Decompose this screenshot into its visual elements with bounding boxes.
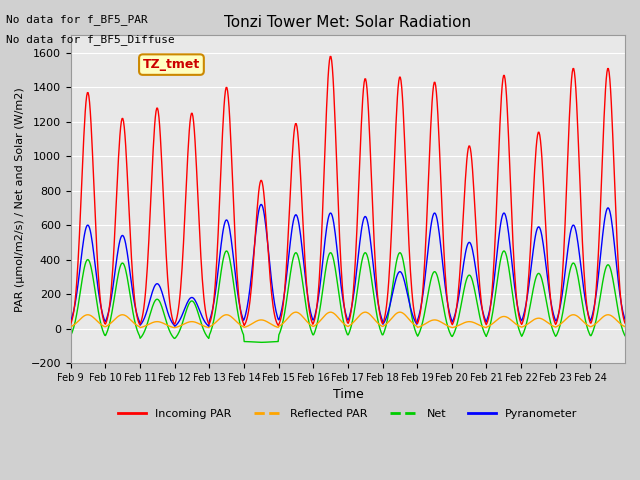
X-axis label: Time: Time [333, 388, 364, 401]
Text: TZ_tmet: TZ_tmet [143, 58, 200, 71]
Text: No data for f_BF5_PAR: No data for f_BF5_PAR [6, 14, 148, 25]
Title: Tonzi Tower Met: Solar Radiation: Tonzi Tower Met: Solar Radiation [225, 15, 472, 30]
Text: No data for f_BF5_Diffuse: No data for f_BF5_Diffuse [6, 34, 175, 45]
Legend: Incoming PAR, Reflected PAR, Net, Pyranometer: Incoming PAR, Reflected PAR, Net, Pyrano… [114, 404, 582, 423]
Y-axis label: PAR (μmol/m2/s) / Net and Solar (W/m2): PAR (μmol/m2/s) / Net and Solar (W/m2) [15, 87, 25, 312]
